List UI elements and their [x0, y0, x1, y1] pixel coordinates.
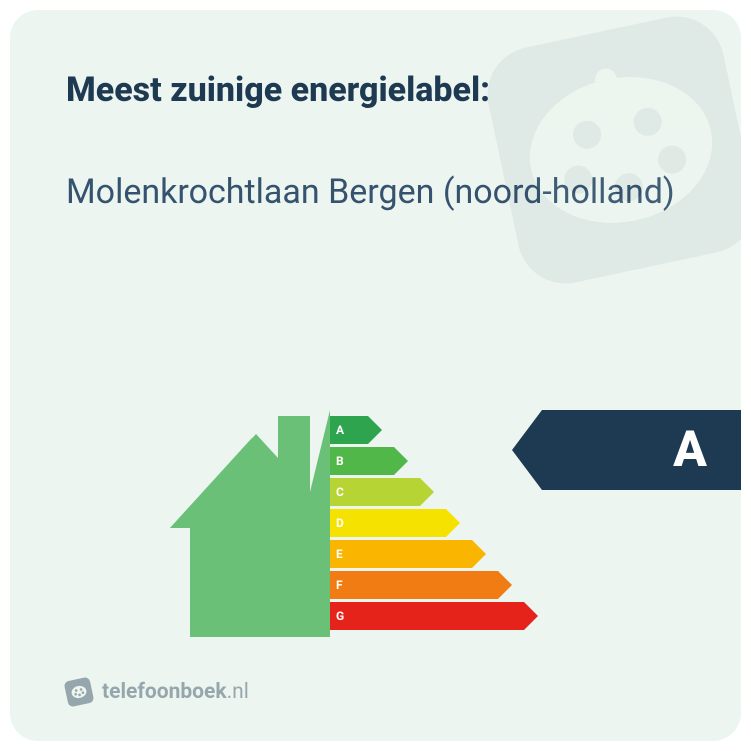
- location-subtitle: Molenkrochtlaan Bergen (noord-holland): [66, 170, 685, 214]
- footer-brand-tld: .nl: [227, 680, 249, 704]
- bar-arrow-icon: [330, 478, 434, 506]
- footer-brand: telefoonboek.nl: [66, 679, 249, 705]
- bar-letter: G: [336, 602, 344, 630]
- bar-letter: E: [336, 540, 343, 568]
- bar-letter: F: [336, 571, 343, 599]
- bar-letter: B: [336, 447, 344, 475]
- bar-arrow-icon: [330, 602, 538, 630]
- bar-arrow-icon: [330, 571, 512, 599]
- bar-letter: A: [336, 416, 344, 444]
- footer-logo-icon: [64, 677, 95, 708]
- footer-brand-text: telefoonboek.nl: [102, 680, 249, 704]
- bar-arrow-icon: [330, 540, 486, 568]
- bar-arrow-icon: [330, 509, 460, 537]
- energy-label-card: Meest zuinige energielabel: Molenkrochtl…: [10, 10, 741, 741]
- house-icon: [160, 388, 330, 638]
- bar-letter: D: [336, 509, 344, 537]
- footer-brand-name: telefoonboek: [102, 680, 227, 704]
- bar-letter: C: [336, 478, 344, 506]
- rating-badge-letter: A: [673, 410, 707, 490]
- page-title: Meest zuinige energielabel:: [66, 70, 685, 110]
